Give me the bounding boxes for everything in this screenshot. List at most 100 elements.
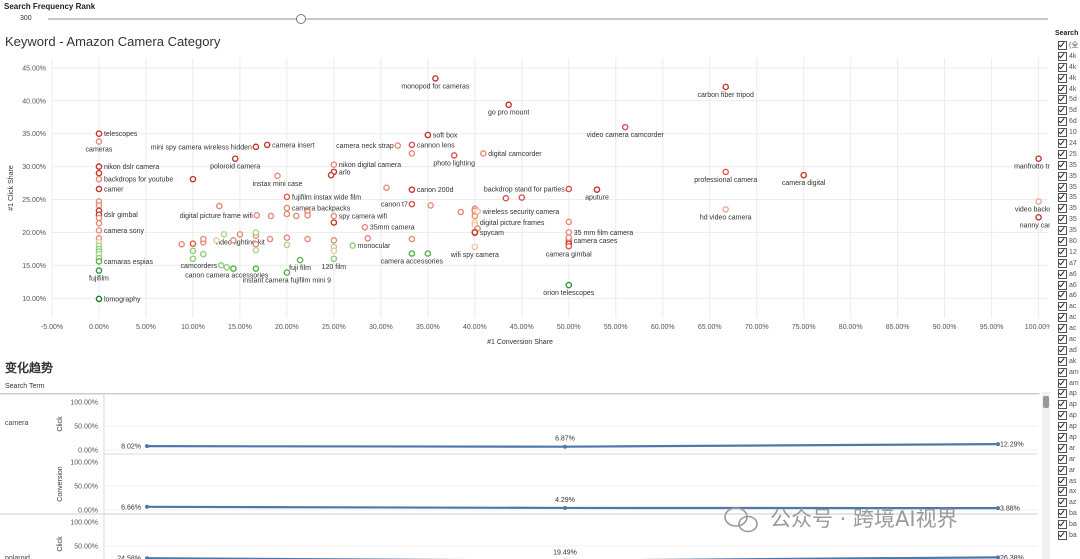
filter-item[interactable]: ac [1054,323,1080,334]
filter-checkbox[interactable] [1058,389,1067,399]
search-frequency-rank-slider[interactable] [48,18,1048,20]
filter-item[interactable]: 6d [1054,116,1080,127]
filter-item[interactable]: ap [1054,399,1080,410]
filter-checkbox[interactable] [1058,258,1067,268]
filter-item[interactable]: am [1054,367,1080,378]
filter-checkbox[interactable] [1058,128,1067,138]
filter-checkbox[interactable] [1058,454,1067,464]
filter-checkbox[interactable] [1058,149,1067,159]
filter-checkbox[interactable] [1058,433,1067,442]
filter-checkbox[interactable] [1058,498,1067,508]
filter-item[interactable]: ap [1054,389,1080,400]
filter-item[interactable]: 24 [1054,138,1080,149]
filter-checkbox[interactable] [1058,443,1067,453]
filter-item[interactable]: ax [1054,487,1080,498]
slider-handle[interactable] [296,14,306,24]
filter-item[interactable]: ac [1054,312,1080,323]
filter-checkbox[interactable] [1058,117,1067,127]
filter-item[interactable]: am [1054,378,1080,389]
filter-checkbox[interactable] [1058,51,1067,61]
filter-checkbox[interactable] [1058,269,1067,279]
filter-item[interactable]: 4k [1054,84,1080,95]
filter-item[interactable]: (全 [1054,40,1080,51]
filter-item[interactable]: ba [1054,508,1080,519]
filter-item[interactable]: a6 [1054,269,1080,280]
filter-checkbox[interactable] [1058,487,1067,497]
filter-item[interactable]: 35 [1054,160,1080,171]
filter-checkbox[interactable] [1058,313,1067,323]
filter-item[interactable]: 12 [1054,247,1080,258]
filter-checkbox[interactable] [1058,345,1067,355]
filter-checkbox[interactable] [1058,280,1067,290]
filter-item[interactable]: ar [1054,465,1080,476]
filter-checkbox[interactable] [1058,411,1067,421]
filter-item[interactable]: ba [1054,519,1080,530]
filter-item[interactable]: a6 [1054,290,1080,301]
filter-item[interactable]: a7 [1054,258,1080,269]
filter-checkbox[interactable] [1058,84,1067,94]
filter-item[interactable]: ac [1054,301,1080,312]
filter-item[interactable]: 35 [1054,225,1080,236]
filter-item[interactable]: ap [1054,421,1080,432]
filter-item[interactable]: as [1054,476,1080,487]
filter-item[interactable]: ap [1054,410,1080,421]
filter-checkbox[interactable] [1058,302,1067,312]
filter-checkbox[interactable] [1058,204,1067,214]
filter-checkbox[interactable] [1058,476,1067,486]
filter-checkbox[interactable] [1058,247,1067,257]
filter-checkbox[interactable] [1058,400,1067,410]
filter-checkbox[interactable] [1058,171,1067,181]
filter-checkbox[interactable] [1058,378,1067,388]
filter-checkbox[interactable] [1058,106,1067,116]
filter-checkbox[interactable] [1058,160,1067,170]
filter-item[interactable]: 25 [1054,149,1080,160]
filter-checkbox[interactable] [1058,182,1067,192]
filter-item[interactable]: 4k [1054,62,1080,73]
filter-checkbox[interactable] [1058,215,1067,225]
scrollbar-thumb[interactable] [1043,396,1049,408]
filter-item[interactable]: 80 [1054,236,1080,247]
filter-checkbox[interactable] [1058,422,1067,432]
filter-checkbox[interactable] [1058,193,1067,203]
scatter-point [408,200,416,208]
y-tick-label: 25.00% [22,197,46,204]
filter-checkbox[interactable] [1058,291,1067,301]
filter-item[interactable]: 5d [1054,105,1080,116]
filter-item[interactable]: 10 [1054,127,1080,138]
filter-checkbox[interactable] [1058,236,1067,246]
filter-item[interactable]: ap [1054,432,1080,443]
filter-item[interactable]: ad [1054,345,1080,356]
filter-item[interactable]: 35 [1054,182,1080,193]
filter-checkbox[interactable] [1058,324,1067,334]
filter-item[interactable]: ba [1054,530,1080,541]
trend-scrollbar[interactable] [1042,392,1050,559]
filter-checkbox[interactable] [1058,95,1067,105]
filter-checkbox[interactable] [1058,62,1067,72]
filter-checkbox[interactable] [1058,334,1067,344]
filter-item[interactable]: a6 [1054,280,1080,291]
filter-checkbox[interactable] [1058,465,1067,475]
filter-item[interactable]: ac [1054,334,1080,345]
filter-item[interactable]: 35 [1054,214,1080,225]
filter-item[interactable]: ak [1054,356,1080,367]
filter-checkbox[interactable] [1058,520,1067,530]
filter-checkbox[interactable] [1058,226,1067,236]
filter-item[interactable]: 4k [1054,51,1080,62]
filter-item[interactable]: 35 [1054,192,1080,203]
filter-checkbox[interactable] [1058,73,1067,83]
filter-item[interactable]: ar [1054,454,1080,465]
filter-checkbox[interactable] [1058,138,1067,148]
filter-item[interactable]: 5d [1054,94,1080,105]
filter-item[interactable]: ar [1054,443,1080,454]
filter-checkbox[interactable] [1058,531,1067,541]
filter-item[interactable]: az [1054,497,1080,508]
point-label: digital picture frames [480,220,545,227]
filter-checkbox[interactable] [1058,367,1067,377]
filter-checkbox[interactable] [1058,356,1067,366]
scatter-point [199,250,207,258]
filter-checkbox[interactable] [1058,509,1067,519]
filter-item[interactable]: 4k [1054,73,1080,84]
filter-checkbox[interactable] [1058,40,1067,50]
filter-item[interactable]: 35 [1054,171,1080,182]
filter-item[interactable]: 35 [1054,203,1080,214]
